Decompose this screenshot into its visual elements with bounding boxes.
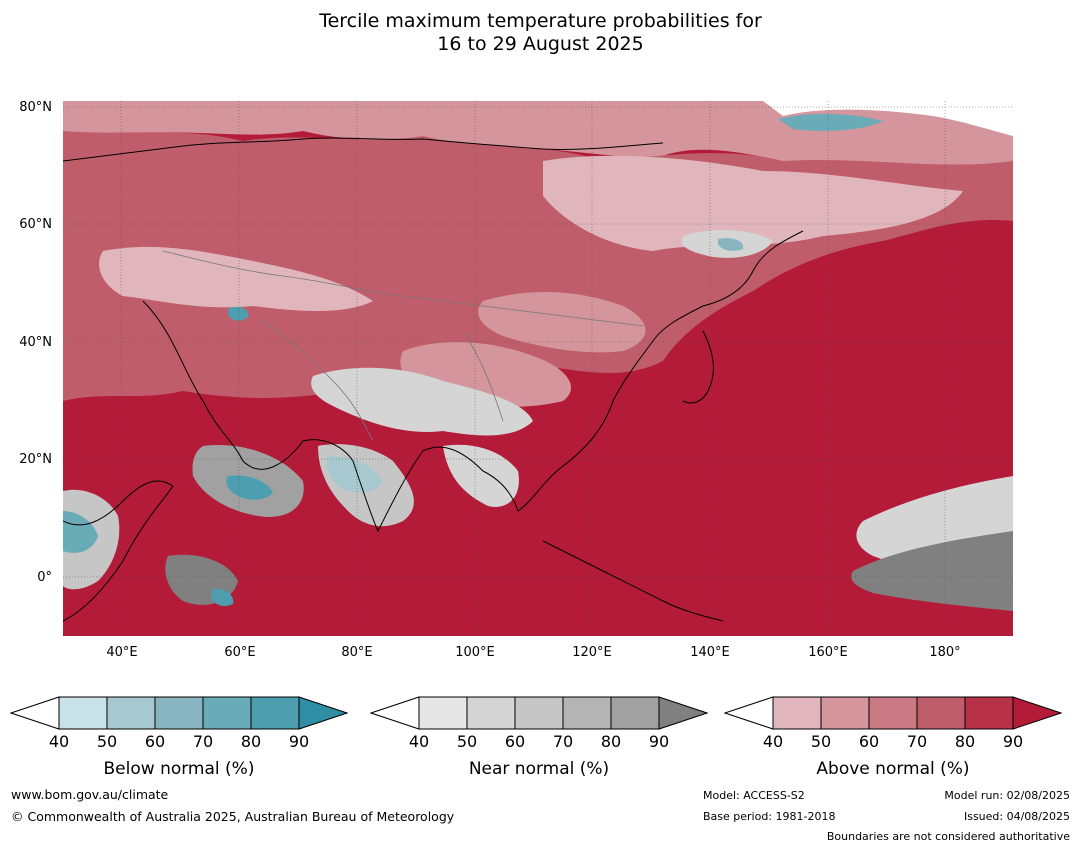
colorbar-tick: 60 (144, 732, 166, 751)
lon-label: 40°E (106, 645, 138, 660)
okhotsk-blue (718, 238, 744, 251)
colorbar (369, 696, 709, 734)
lon-label: 180° (929, 645, 961, 660)
lon-label: 120°E (572, 645, 612, 660)
colorbar-segment (154, 696, 204, 730)
colorbar-segment (418, 696, 468, 730)
country-borders (162, 250, 644, 442)
pacific-grey-dark (851, 531, 1013, 611)
colorbar-tick: 40 (408, 732, 430, 751)
colorbar-under-triangle (723, 696, 774, 730)
lat-label: 40°N (19, 335, 52, 350)
colorbar-tick: 80 (600, 732, 622, 751)
lon-label: 140°E (690, 645, 730, 660)
footer-copyright: © Commonwealth of Australia 2025, Austra… (11, 809, 455, 824)
india-blue (326, 456, 383, 493)
map-title-line2: 16 to 29 August 2025 (437, 33, 644, 55)
colorbar-segment (106, 696, 156, 730)
kazakh-light (99, 246, 373, 311)
colorbar-tick: 70 (906, 732, 928, 751)
colorbar-tick: 50 (810, 732, 832, 751)
colorbar-tick: 90 (648, 732, 670, 751)
colorbar-segment (562, 696, 612, 730)
east-africa-blue (63, 511, 98, 553)
arctic-blue (778, 113, 883, 131)
footer-base-period: Base period: 1981-2018 (703, 810, 836, 823)
colorbar-segment (772, 696, 822, 730)
colorbar-tick: 60 (858, 732, 880, 751)
colorbar-tick: 40 (762, 732, 784, 751)
colorbar-tick: 60 (504, 732, 526, 751)
footer-disclaimer: Boundaries are not considered authoritat… (826, 830, 1070, 843)
arctic-zone (63, 101, 1013, 174)
colorbar-under-triangle (369, 696, 420, 730)
colorbar-tick: 70 (552, 732, 574, 751)
arctic-white (763, 101, 1013, 136)
colorbar-segment (964, 696, 1014, 730)
colorbar-tick: 70 (192, 732, 214, 751)
footer-model-run: Model run: 02/08/2025 (944, 789, 1070, 802)
colorbar-segment (610, 696, 660, 730)
colorbar-label: Below normal (%) (103, 759, 255, 779)
colorbar-label: Near normal (%) (468, 759, 610, 779)
colorbar-tick: 90 (288, 732, 310, 751)
colorbar-tick: 80 (240, 732, 262, 751)
graticule (63, 101, 1013, 636)
east-siberia-light (543, 155, 963, 251)
lat-label: 0° (37, 570, 52, 585)
footer-website[interactable]: www.bom.gov.au/climate (11, 787, 169, 802)
indian-ocean-blue (211, 588, 234, 607)
colorbar-tick: 40 (48, 732, 70, 751)
colorbar-tick: 90 (1002, 732, 1024, 751)
arabian-sea-blue (226, 475, 273, 500)
lat-label: 20°N (19, 452, 52, 467)
colorbar (9, 696, 349, 734)
probability-map (63, 101, 1013, 636)
lon-label: 60°E (224, 645, 256, 660)
lon-label: 80°E (341, 645, 373, 660)
lat-label: 80°N (19, 100, 52, 115)
footer-model: Model: ACCESS-S2 (703, 789, 805, 802)
lon-label: 160°E (808, 645, 848, 660)
colorbar-segment (58, 696, 108, 730)
colorbar-tick: 50 (96, 732, 118, 751)
footer-issued: Issued: 04/08/2025 (963, 810, 1070, 823)
coastlines (63, 137, 804, 622)
colorbar-under-triangle (9, 696, 60, 730)
colorbar (723, 696, 1063, 734)
colorbar-segment (820, 696, 870, 730)
colorbar-segment (202, 696, 252, 730)
colorbar-tick: 80 (954, 732, 976, 751)
colorbar-over-triangle (658, 696, 709, 730)
colorbar-over-triangle (298, 696, 349, 730)
aral-blue (228, 306, 249, 321)
map-title-line1: Tercile maximum temperature probabilitie… (319, 10, 762, 32)
china-light (478, 291, 646, 353)
colorbar-segment (916, 696, 966, 730)
colorbar-over-triangle (1012, 696, 1063, 730)
lat-label: 60°N (19, 217, 52, 232)
colorbar-segment (250, 696, 300, 730)
colorbar-label: Above normal (%) (816, 759, 970, 779)
lon-label: 100°E (455, 645, 495, 660)
colorbar-tick: 50 (456, 732, 478, 751)
colorbar-segment (868, 696, 918, 730)
indochina-grey (443, 444, 519, 507)
colorbar-segment (466, 696, 516, 730)
colorbar-segment (514, 696, 564, 730)
himalaya-grey (311, 367, 533, 436)
